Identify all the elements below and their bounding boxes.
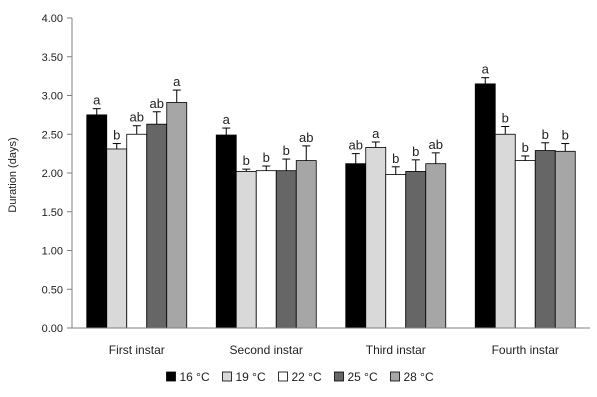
bar bbox=[146, 123, 168, 329]
legend-swatch bbox=[222, 371, 232, 382]
significance-label: b bbox=[263, 150, 270, 165]
significance-label: b bbox=[113, 128, 120, 143]
y-tick-label: 1.50 bbox=[42, 207, 63, 219]
bar bbox=[215, 134, 237, 329]
bar bbox=[514, 160, 536, 329]
significance-label: ab bbox=[299, 130, 313, 145]
bar bbox=[534, 150, 556, 329]
y-tick-label: 3.00 bbox=[42, 91, 63, 103]
significance-label: b bbox=[412, 144, 419, 159]
y-tick-label: 1.00 bbox=[42, 246, 63, 258]
significance-label: ab bbox=[349, 138, 363, 153]
significance-label: a bbox=[173, 74, 181, 89]
axes-group bbox=[71, 18, 590, 329]
legend-label: 16 °C bbox=[180, 370, 210, 384]
legend-swatch bbox=[278, 371, 288, 382]
significance-label: b bbox=[542, 127, 549, 142]
legend-label: 25 °C bbox=[348, 370, 378, 384]
bar bbox=[235, 171, 257, 329]
bar bbox=[255, 170, 277, 329]
bar bbox=[554, 150, 576, 329]
legend-label: 28 °C bbox=[404, 370, 434, 384]
bar bbox=[126, 133, 148, 329]
bar bbox=[365, 147, 387, 329]
legend-swatch bbox=[166, 371, 176, 382]
legend-label: 19 °C bbox=[236, 370, 266, 384]
y-axis-ticks: 0.00 0.50 1.00 1.50 2.00 2.50 3.00 3.50 4.00 bbox=[42, 13, 72, 335]
significance-label: ab bbox=[429, 137, 443, 152]
y-tick-label: 0.50 bbox=[42, 284, 63, 296]
bar bbox=[385, 174, 407, 329]
x-category-label: Third instar bbox=[366, 343, 426, 357]
x-category-label: Second instar bbox=[230, 343, 303, 357]
significance-label: a bbox=[93, 93, 101, 108]
x-category-label: Fourth instar bbox=[492, 343, 559, 357]
legend-swatch bbox=[390, 371, 400, 382]
significance-label: a bbox=[482, 62, 490, 77]
bar bbox=[106, 148, 128, 329]
y-tick-label: 0.00 bbox=[42, 323, 63, 335]
legend-swatch bbox=[334, 371, 344, 382]
bar bbox=[166, 102, 188, 329]
significance-label: a bbox=[372, 126, 380, 141]
bar bbox=[405, 171, 427, 329]
bar bbox=[295, 160, 317, 329]
legend-label: 22 °C bbox=[292, 370, 322, 384]
y-tick-label: 3.50 bbox=[42, 52, 63, 64]
significance-label: b bbox=[283, 143, 290, 158]
bar bbox=[345, 163, 367, 329]
significance-label: b bbox=[392, 151, 399, 166]
significance-label: b bbox=[243, 153, 250, 168]
bar bbox=[275, 170, 297, 329]
bar bbox=[425, 163, 447, 329]
x-axis-labels: First instar Second instar Third instar Fou… bbox=[109, 343, 559, 357]
significance-label: ab bbox=[150, 96, 164, 111]
significance-label: b bbox=[562, 128, 569, 143]
significance-label: b bbox=[522, 140, 529, 155]
significance-label: ab bbox=[130, 110, 144, 125]
y-axis-title: Duration (days) bbox=[7, 137, 19, 212]
bar bbox=[494, 133, 516, 329]
y-tick-label: 2.50 bbox=[42, 129, 63, 141]
bar bbox=[474, 83, 496, 329]
legend: 16 °C 19 °C 22 °C 25 °C 28 °C bbox=[166, 370, 434, 384]
significance-label: a bbox=[223, 112, 231, 127]
bar bbox=[86, 114, 108, 329]
y-tick-label: 2.00 bbox=[42, 168, 63, 180]
y-tick-label: 4.00 bbox=[42, 13, 63, 25]
x-category-label: First instar bbox=[109, 343, 165, 357]
significance-label: b bbox=[502, 111, 509, 126]
